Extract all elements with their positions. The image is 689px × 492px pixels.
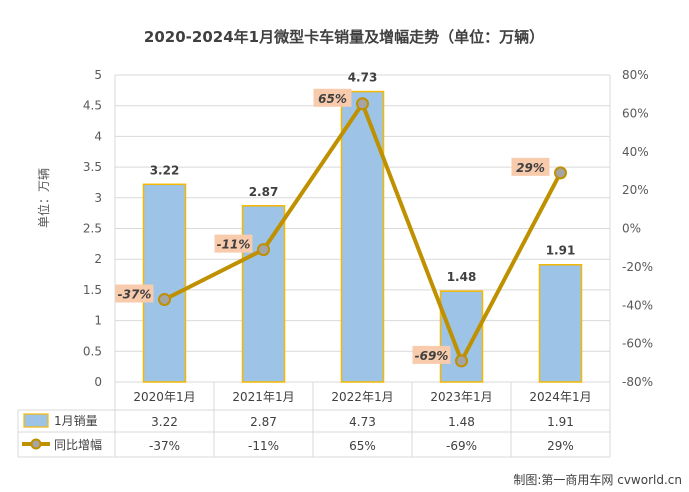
y-left-tick-label: 3.5 bbox=[83, 160, 102, 174]
data-table: 2020年1月 3.22 -37% 2021年1月 2.87 -11% 2022年1月 4.7… bbox=[17, 382, 611, 458]
table-bar-value: 4.73 bbox=[349, 415, 376, 429]
y-right-tick-label: -80% bbox=[622, 375, 653, 389]
y-left-tick-label: 0.5 bbox=[83, 344, 102, 358]
line-label-box bbox=[511, 157, 550, 176]
line-label-box bbox=[412, 345, 451, 364]
bar-series: 3.22 2.87 4.73 1.48 1.91 bbox=[142, 71, 583, 383]
y-left-tick-label: 0 bbox=[94, 375, 102, 389]
bar-value-label: 1.48 bbox=[447, 270, 477, 284]
source-credit: 制图:第一商用车网 cvworld.cn bbox=[513, 472, 682, 487]
table-line-value: -69% bbox=[446, 439, 477, 453]
legend-bar-name: 1月销量 bbox=[54, 414, 98, 428]
y-left-tick-label: 2 bbox=[94, 252, 102, 266]
y-left-tick-label: 1 bbox=[94, 314, 102, 328]
x-category-label: 2020年1月 bbox=[133, 390, 195, 404]
x-category-label: 2021年1月 bbox=[232, 390, 294, 404]
bar bbox=[340, 90, 385, 383]
legend-bar-swatch bbox=[23, 413, 49, 428]
y-right-tick-label: -40% bbox=[622, 298, 653, 312]
x-category-label: 2022年1月 bbox=[331, 390, 393, 404]
line-value-label: 65% bbox=[318, 92, 347, 106]
line-value-label: -69% bbox=[415, 349, 449, 363]
table-line-value: -37% bbox=[149, 439, 180, 453]
y-left-tick-label: 2.5 bbox=[83, 222, 102, 236]
table-bar-value: 1.48 bbox=[448, 415, 475, 429]
line-point bbox=[455, 354, 468, 368]
y-right-tick-label: -60% bbox=[622, 337, 653, 351]
line-value-label: -37% bbox=[118, 287, 152, 301]
y-left-tick-label: 1.5 bbox=[83, 283, 102, 297]
y-left-ticks: 0 0.5 1 1.5 2 2.5 3 3.5 4 4.5 5 bbox=[83, 68, 102, 389]
bar-value-label: 4.73 bbox=[348, 71, 378, 85]
y-left-tick-label: 3 bbox=[94, 191, 102, 205]
bar-value-label: 3.22 bbox=[150, 163, 180, 177]
table-line-value: -11% bbox=[248, 439, 279, 453]
x-category-label: 2024年1月 bbox=[529, 390, 591, 404]
y-left-tick-label: 4.5 bbox=[83, 99, 102, 113]
legend-line-marker bbox=[30, 438, 42, 450]
y-right-tick-label: 60% bbox=[622, 106, 649, 120]
y-right-ticks: -80% -60% -40% -20% 0% 20% 40% 60% 80% bbox=[622, 68, 653, 389]
chart-title: 2020-2024年1月微型卡车销量及增幅走势（单位：万辆） bbox=[144, 28, 544, 46]
y-right-tick-label: 40% bbox=[622, 145, 649, 159]
line-label-box bbox=[214, 234, 253, 253]
bar-value-label: 2.87 bbox=[249, 185, 279, 199]
line-label-box bbox=[313, 88, 352, 107]
bar bbox=[241, 205, 286, 383]
line-point bbox=[554, 166, 567, 180]
line-point bbox=[257, 243, 270, 257]
y-right-tick-label: 80% bbox=[622, 68, 649, 82]
line-point bbox=[158, 292, 171, 306]
y-left-tick-label: 5 bbox=[94, 68, 102, 82]
y-right-tick-label: 0% bbox=[622, 222, 641, 236]
line-value-label: -11% bbox=[217, 238, 251, 252]
line-series: -37% -11% 65% -69% 29% bbox=[115, 88, 567, 368]
table-line-value: 29% bbox=[547, 439, 574, 453]
line-label-box bbox=[115, 284, 154, 303]
line-point bbox=[356, 97, 369, 111]
table-bar-value: 3.22 bbox=[151, 415, 178, 429]
table-bar-value: 1.91 bbox=[547, 415, 574, 429]
bar bbox=[538, 263, 583, 383]
table-line-value: 65% bbox=[349, 439, 376, 453]
bar bbox=[142, 183, 187, 383]
x-category-label: 2023年1月 bbox=[430, 390, 492, 404]
y-right-tick-label: 20% bbox=[622, 183, 649, 197]
bar-value-label: 1.91 bbox=[546, 244, 576, 258]
legend-line-name: 同比增幅 bbox=[54, 437, 102, 452]
y-left-tick-label: 4 bbox=[94, 129, 102, 143]
y-right-tick-label: -20% bbox=[622, 260, 653, 274]
table-bar-value: 2.87 bbox=[250, 415, 277, 429]
line-value-label: 29% bbox=[516, 161, 545, 175]
y-axis-label: 单位：万辆 bbox=[36, 168, 51, 228]
